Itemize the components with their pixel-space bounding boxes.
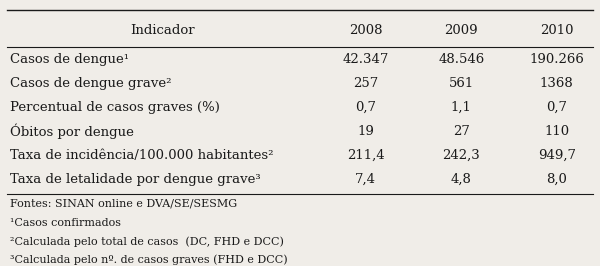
Text: 27: 27 [453,125,470,138]
Text: 0,7: 0,7 [355,101,376,114]
Text: 190.266: 190.266 [529,53,584,66]
Text: 1368: 1368 [540,77,574,90]
Text: 1,1: 1,1 [451,101,472,114]
Text: 211,4: 211,4 [347,149,385,162]
Text: 2010: 2010 [540,24,574,37]
Text: ¹Casos confirmados: ¹Casos confirmados [10,218,121,228]
Text: Indicador: Indicador [130,24,195,37]
Text: 242,3: 242,3 [442,149,480,162]
Text: 7,4: 7,4 [355,173,376,185]
Text: 561: 561 [449,77,474,90]
Text: 2008: 2008 [349,24,382,37]
Text: 19: 19 [357,125,374,138]
Text: 0,7: 0,7 [547,101,568,114]
Text: 4,8: 4,8 [451,173,472,185]
Text: Casos de dengue grave²: Casos de dengue grave² [10,77,172,90]
Text: 949,7: 949,7 [538,149,576,162]
Text: Percentual de casos graves (%): Percentual de casos graves (%) [10,101,220,114]
Text: 257: 257 [353,77,379,90]
Text: 8,0: 8,0 [547,173,567,185]
Text: Taxa de letalidade por dengue grave³: Taxa de letalidade por dengue grave³ [10,173,261,185]
Text: Casos de dengue¹: Casos de dengue¹ [10,53,130,66]
Text: ²Calculada pelo total de casos  (DC, FHD e DCC): ²Calculada pelo total de casos (DC, FHD … [10,236,284,247]
Text: Fontes: SINAN online e DVA/SE/SESMG: Fontes: SINAN online e DVA/SE/SESMG [10,199,238,209]
Text: 110: 110 [544,125,569,138]
Text: ³Calculada pelo nº. de casos graves (FHD e DCC): ³Calculada pelo nº. de casos graves (FHD… [10,255,288,265]
Text: Taxa de incidência/100.000 habitantes²: Taxa de incidência/100.000 habitantes² [10,149,274,162]
Text: 2009: 2009 [445,24,478,37]
Text: 42.347: 42.347 [343,53,389,66]
Text: Óbitos por dengue: Óbitos por dengue [10,123,134,139]
Text: 48.546: 48.546 [438,53,484,66]
